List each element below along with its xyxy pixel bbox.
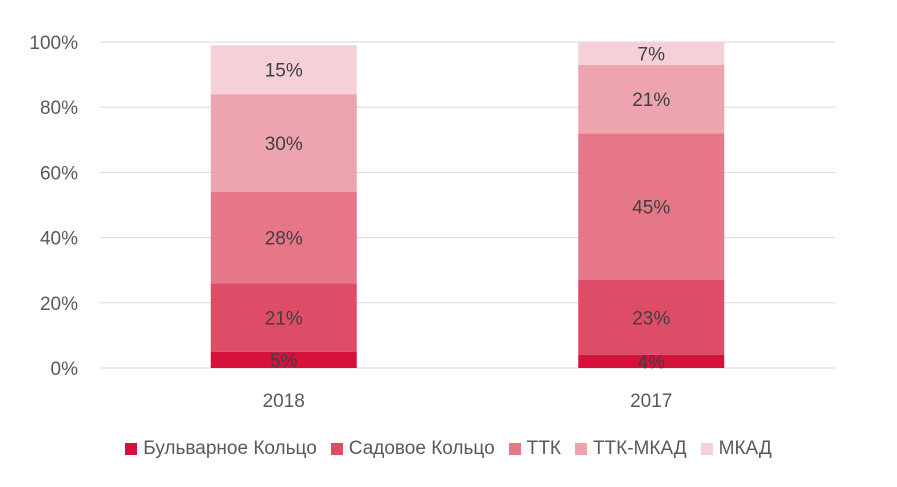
- legend-swatch: [125, 443, 138, 455]
- y-tick-label: 100%: [29, 33, 78, 54]
- bar-segment: [210, 94, 357, 192]
- data-label: 21%: [265, 308, 303, 329]
- y-tick-label: 20%: [40, 294, 78, 315]
- y-tick-label: 80%: [40, 98, 78, 119]
- legend-swatch: [574, 443, 587, 455]
- legend-item: ТТК: [508, 438, 561, 460]
- legend-item: МКАД: [700, 438, 772, 460]
- y-tick-label: 40%: [40, 229, 78, 250]
- legend-swatch: [330, 443, 343, 455]
- data-label: 23%: [632, 308, 670, 329]
- chart-legend: Бульварное Кольцо Садовое Кольцо ТТК ТТК-МК…: [0, 438, 897, 460]
- bar-segment: [210, 283, 357, 352]
- y-tick-label: 0%: [51, 359, 79, 380]
- legend-item: ТТК-МКАД: [574, 438, 687, 460]
- legend-item: Садовое Кольцо: [330, 438, 495, 460]
- bar-segment: [210, 191, 357, 284]
- bar-segment: [210, 45, 357, 95]
- x-tick-label: 2018: [263, 391, 305, 412]
- legend-label: ТТК: [526, 438, 561, 459]
- data-label: 15%: [265, 61, 303, 82]
- legend-label: Садовое Кольцо: [348, 438, 495, 459]
- data-label: 5%: [270, 351, 298, 372]
- data-label: 28%: [265, 229, 303, 250]
- data-label: 45%: [632, 198, 670, 219]
- bar-segment: [578, 64, 725, 134]
- y-tick-label: 60%: [40, 163, 78, 184]
- bar-segment: [210, 351, 357, 368]
- legend-label: ТТК-МКАД: [592, 438, 687, 459]
- legend-label: МКАД: [718, 438, 772, 459]
- legend-item: Бульварное Кольцо: [125, 438, 317, 460]
- data-label: 7%: [638, 44, 666, 65]
- x-tick-label: 2017: [630, 391, 672, 412]
- data-label: 4%: [638, 352, 666, 373]
- legend-label: Бульварное Кольцо: [143, 438, 317, 459]
- bar-segment: [578, 133, 725, 280]
- data-label: 21%: [632, 90, 670, 111]
- bar-segment: [578, 279, 725, 355]
- legend-swatch: [700, 443, 713, 455]
- data-label: 30%: [265, 134, 303, 155]
- bar-segment: [578, 354, 725, 368]
- legend-swatch: [508, 443, 521, 455]
- bar-segment: [578, 42, 725, 65]
